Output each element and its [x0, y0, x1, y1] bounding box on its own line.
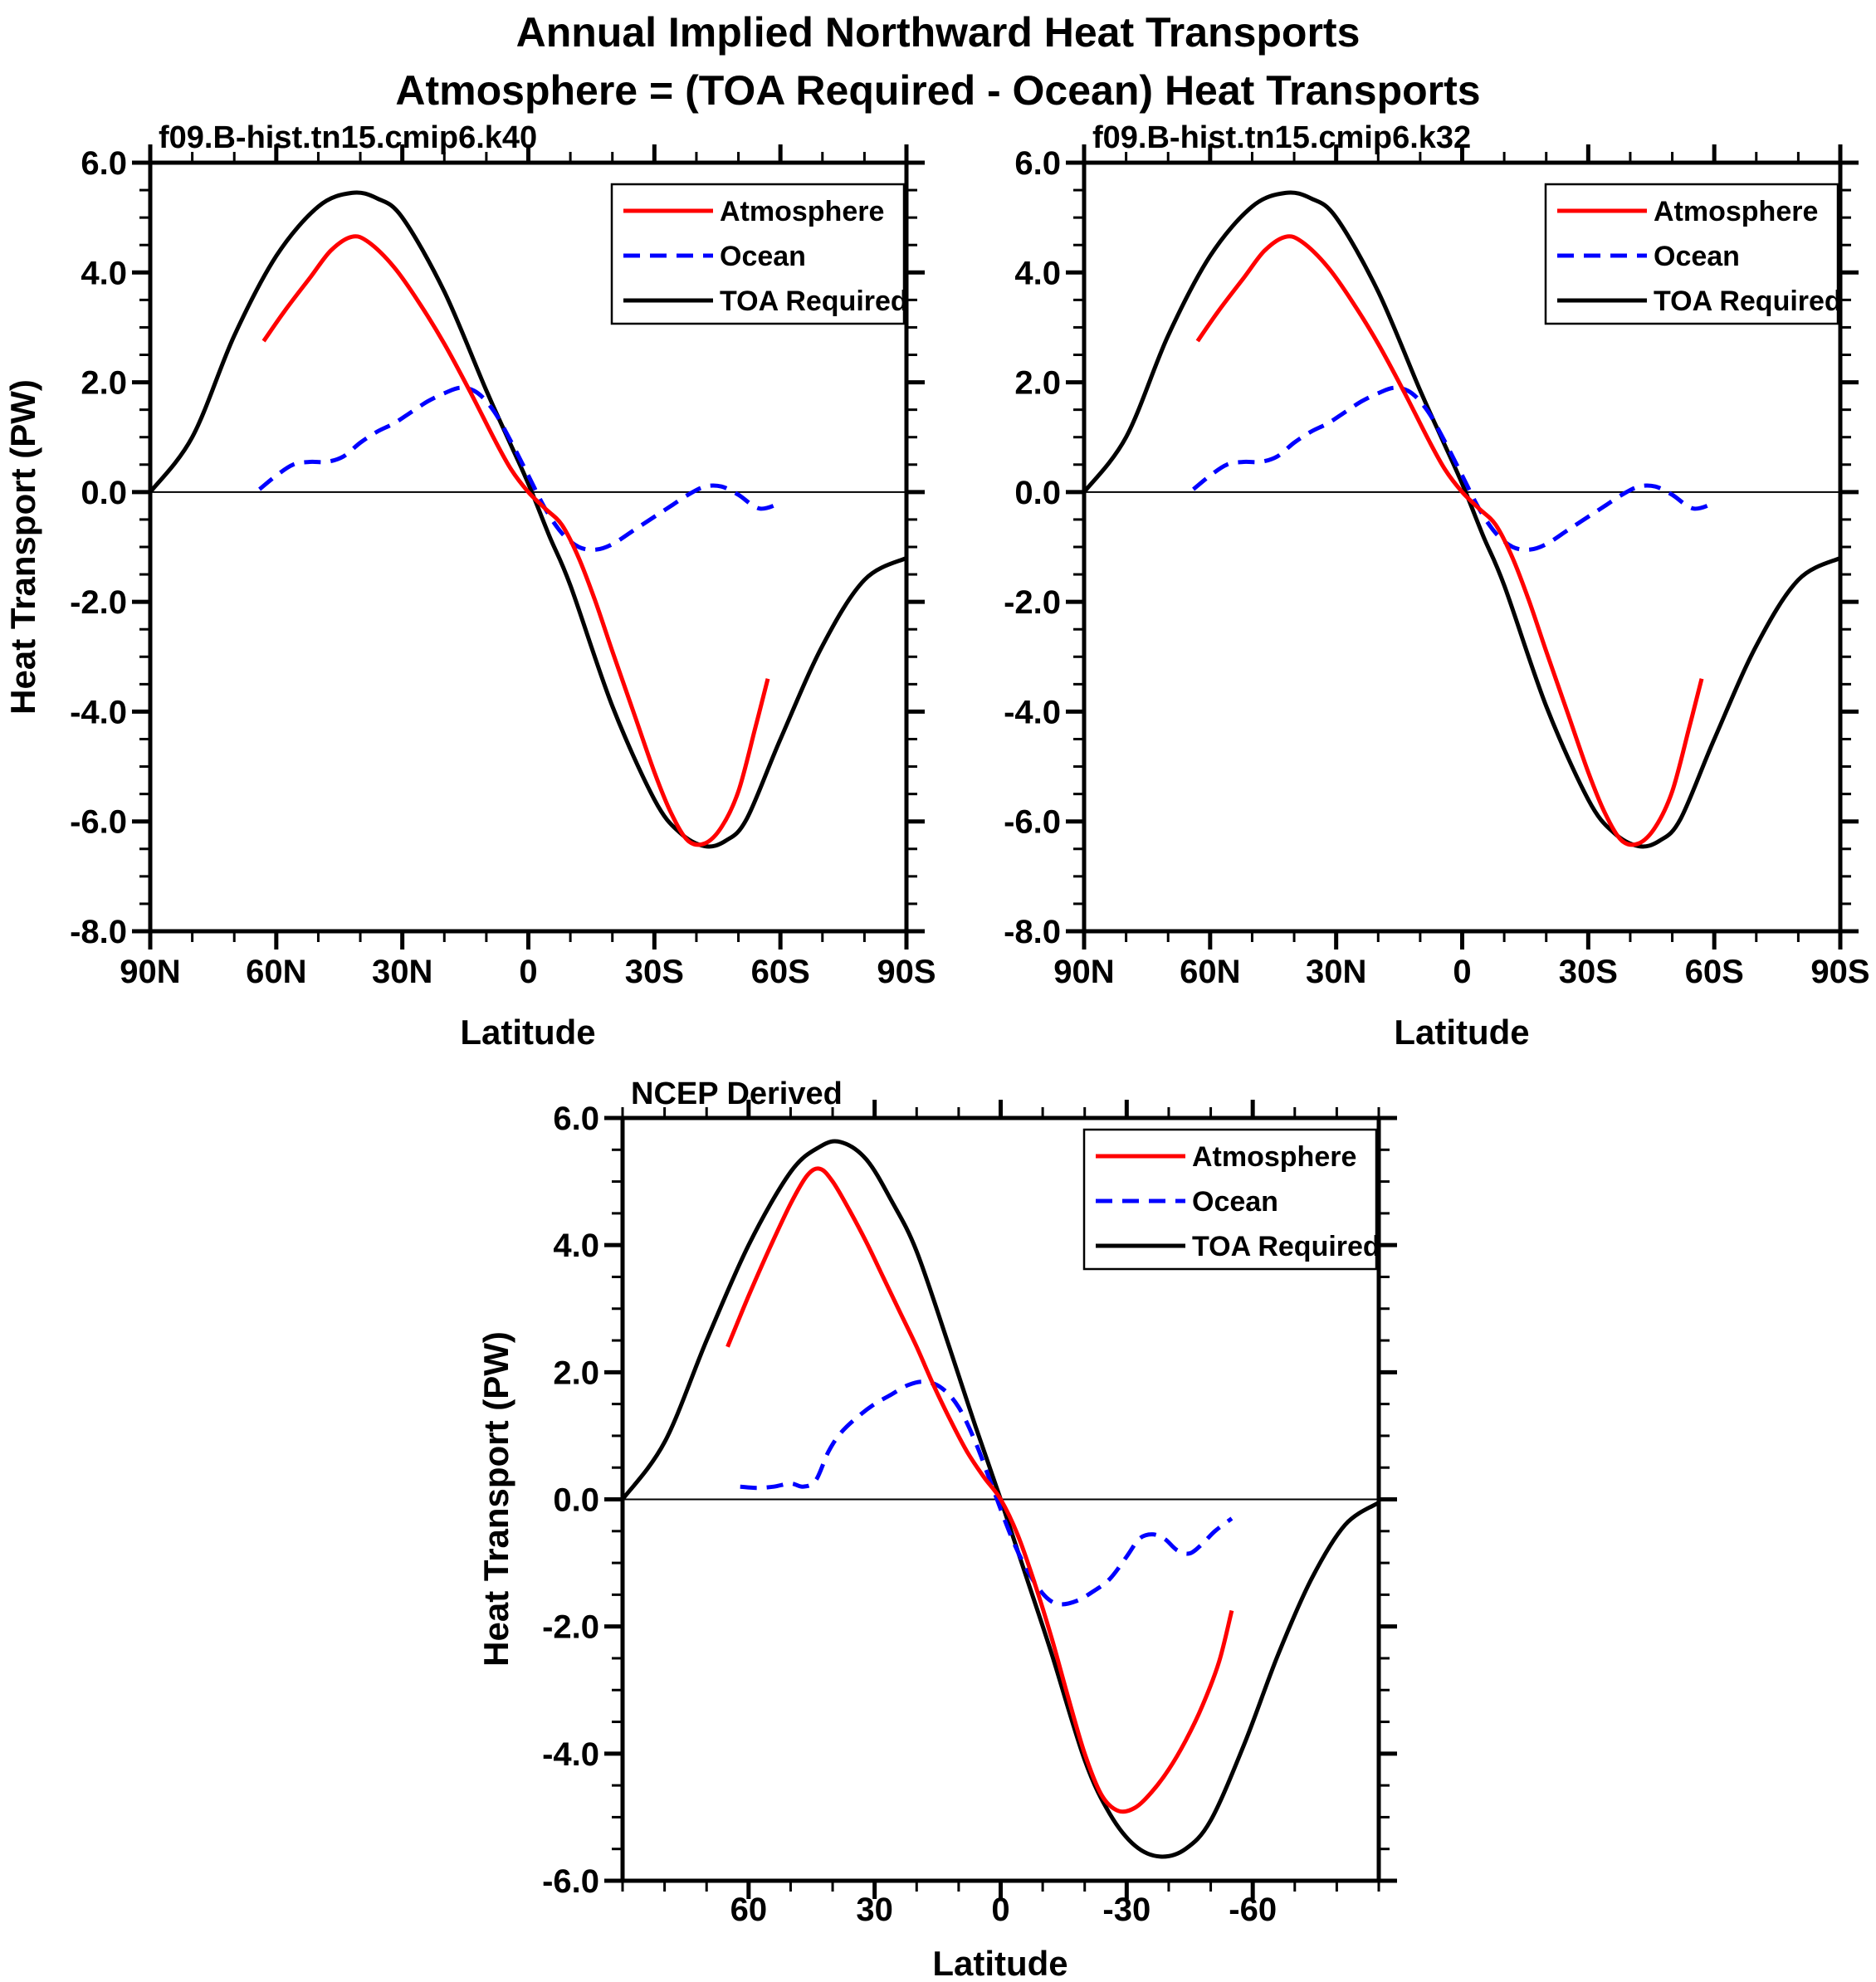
y-tick-label: -2.0	[542, 1609, 599, 1646]
legend-label: Ocean	[720, 241, 806, 272]
x-tick-label: 30N	[372, 954, 432, 990]
legend: Atmosphere Ocean TOA Required	[1544, 183, 1842, 325]
legend-label: Ocean	[1192, 1186, 1278, 1218]
y-tick-label: 2.0	[553, 1355, 599, 1391]
tick-labels: 90N 60N 30N 0 30S 60S 90S 6.0 4.0 2.0 0.0 -2.0 -4.0 -…	[70, 145, 936, 990]
legend-entry-atmosphere: Atmosphere	[623, 196, 884, 227]
panel-1: 90N 60N 30N 0 30S 60S 90S 6.0 4.0 2.0 0.0 -2.0 -4.0 -…	[70, 144, 936, 990]
series-layer	[623, 1139, 1379, 1859]
legend: Atmosphere Ocean TOA Required	[610, 183, 908, 325]
y-tick-label: 4.0	[1014, 255, 1061, 291]
y-tick-label: -6.0	[1004, 804, 1061, 841]
series-atmosphere-line	[1195, 234, 1704, 847]
tick-marks	[132, 144, 925, 950]
series-toa-required-line	[623, 1139, 1379, 1859]
y-tick-label: 0.0	[81, 475, 127, 511]
panel-2: 90N 60N 30N 0 30S 60S 90S 6.0 4.0 2.0 0.0 -2.0 -4.0 -…	[1004, 144, 1870, 990]
figure-title-line1: Annual Implied Northward Heat Transports	[516, 9, 1361, 56]
tick-labels: 60 30 0 -30 -60 6.0 4.0 2.0 0.0 -2.0 -4.0 -6.0	[542, 1101, 1277, 1928]
x-tick-label: 90S	[877, 954, 936, 990]
y-tick-label: 6.0	[81, 145, 127, 182]
x-tick-label: 30S	[625, 954, 684, 990]
y-tick-label: 4.0	[81, 255, 127, 291]
x-tick-label: 30	[856, 1892, 893, 1928]
x-tick-label: 0	[1453, 954, 1471, 990]
panel1-title: f09.B-hist.tn15.cmip6.k40	[159, 120, 537, 155]
y-tick-label: -4.0	[70, 694, 127, 730]
x-tick-label: 60S	[751, 954, 810, 990]
x-tick-label: 60N	[246, 954, 306, 990]
y-tick-label: -4.0	[1004, 694, 1061, 730]
panels-layer: 90N 60N 30N 0 30S 60S 90S 6.0 4.0 2.0 0.0 -2.0 -4.0 -…	[70, 144, 1870, 1928]
series-layer	[1084, 190, 1840, 849]
x-tick-label: 30N	[1306, 954, 1366, 990]
legend-label: TOA Required	[1654, 286, 1842, 317]
y-tick-label: 0.0	[1014, 475, 1061, 511]
panel3-ylabel: Heat Transport (PW)	[476, 1331, 515, 1667]
figure-title-line2: Atmosphere = (TOA Required - Ocean) Heat…	[395, 67, 1480, 114]
legend-label: Atmosphere	[1192, 1141, 1356, 1173]
series-ocean-line	[740, 1379, 1234, 1607]
panel1-xlabel: Latitude	[460, 1013, 595, 1052]
x-tick-label: 0	[519, 954, 537, 990]
series-atmosphere-line	[725, 1166, 1234, 1814]
panel3-title: NCEP Derived	[631, 1076, 843, 1111]
legend-label: TOA Required	[720, 286, 908, 317]
panel2-title: f09.B-hist.tn15.cmip6.k32	[1092, 120, 1471, 155]
legend-entry-ocean: Ocean	[623, 241, 806, 272]
tick-marks	[604, 1100, 1397, 1899]
series-toa-required-line	[1084, 190, 1840, 849]
panel3-xlabel: Latitude	[932, 1944, 1067, 1982]
tick-labels: 90N 60N 30N 0 30S 60S 90S 6.0 4.0 2.0 0.0 -2.0 -4.0 -…	[1004, 145, 1870, 990]
series-ocean-line	[1192, 385, 1715, 553]
legend-label: Ocean	[1654, 241, 1740, 272]
y-tick-label: 4.0	[553, 1228, 599, 1264]
series-atmosphere-line	[261, 234, 770, 847]
panel1-ylabel: Heat Transport (PW)	[3, 379, 42, 715]
legend-entry-toa-required: TOA Required	[623, 286, 908, 317]
y-tick-label: -6.0	[70, 804, 127, 841]
x-tick-label: 60N	[1180, 954, 1240, 990]
x-tick-label: 30S	[1559, 954, 1618, 990]
y-tick-label: 6.0	[553, 1101, 599, 1137]
x-tick-label: 60S	[1685, 954, 1744, 990]
legend-entry-toa-required: TOA Required	[1096, 1231, 1380, 1262]
y-tick-label: -2.0	[1004, 584, 1061, 621]
legend-entry-ocean: Ocean	[1096, 1186, 1278, 1218]
y-tick-label: 2.0	[81, 365, 127, 402]
y-tick-label: -8.0	[70, 914, 127, 950]
x-tick-label: -30	[1102, 1892, 1151, 1928]
legend-label: Atmosphere	[720, 196, 884, 227]
x-tick-label: 90S	[1810, 954, 1869, 990]
series-layer	[150, 190, 906, 849]
legend-entry-atmosphere: Atmosphere	[1096, 1141, 1356, 1173]
tick-marks	[1066, 144, 1859, 950]
x-tick-label: 90N	[120, 954, 180, 990]
legend-entry-atmosphere: Atmosphere	[1557, 196, 1818, 227]
legend-entry-toa-required: TOA Required	[1557, 286, 1842, 317]
y-tick-label: -6.0	[542, 1863, 599, 1900]
x-tick-label: -60	[1229, 1892, 1277, 1928]
legend-label: TOA Required	[1192, 1231, 1380, 1262]
y-tick-label: 2.0	[1014, 365, 1061, 402]
legend-label: Atmosphere	[1654, 196, 1818, 227]
panel-3: 60 30 0 -30 -60 6.0 4.0 2.0 0.0 -2.0 -4.0 -6.0 Atmos…	[542, 1100, 1397, 1928]
x-tick-label: 60	[730, 1892, 768, 1928]
x-tick-label: 0	[991, 1892, 1009, 1928]
y-tick-label: 0.0	[553, 1482, 599, 1519]
y-tick-label: 6.0	[1014, 145, 1061, 182]
panel2-xlabel: Latitude	[1394, 1013, 1529, 1052]
series-toa-required-line	[150, 190, 906, 849]
x-tick-label: 90N	[1053, 954, 1114, 990]
legend: Atmosphere Ocean TOA Required	[1082, 1128, 1380, 1271]
series-ocean-line	[258, 385, 781, 553]
y-tick-label: -4.0	[542, 1736, 599, 1773]
y-tick-label: -8.0	[1004, 914, 1061, 950]
y-tick-label: -2.0	[70, 584, 127, 621]
legend-entry-ocean: Ocean	[1557, 241, 1740, 272]
